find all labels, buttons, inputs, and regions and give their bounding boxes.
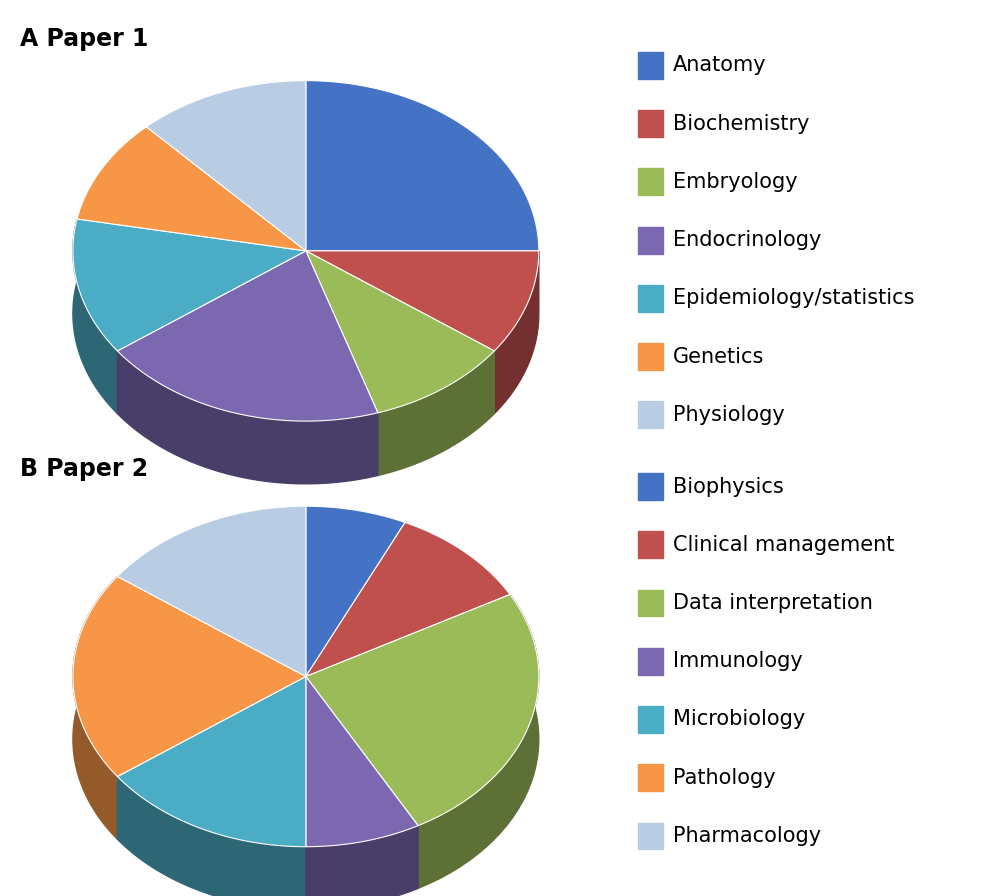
Text: Embryology: Embryology <box>673 172 798 192</box>
Text: Genetics: Genetics <box>673 347 765 366</box>
Text: B Paper 2: B Paper 2 <box>20 457 149 481</box>
Text: Data interpretation: Data interpretation <box>673 593 872 613</box>
Polygon shape <box>306 251 538 351</box>
Polygon shape <box>306 251 495 413</box>
Text: Microbiology: Microbiology <box>673 710 806 729</box>
Polygon shape <box>306 676 418 847</box>
Polygon shape <box>306 506 405 676</box>
Text: Clinical management: Clinical management <box>673 535 894 555</box>
Text: A Paper 1: A Paper 1 <box>20 27 149 51</box>
Polygon shape <box>306 825 418 896</box>
Polygon shape <box>118 676 306 847</box>
Polygon shape <box>147 81 306 251</box>
Text: Biophysics: Biophysics <box>673 477 784 496</box>
Polygon shape <box>73 576 306 777</box>
Polygon shape <box>73 576 118 840</box>
Polygon shape <box>306 594 538 825</box>
Polygon shape <box>306 522 510 676</box>
Polygon shape <box>118 251 378 421</box>
Polygon shape <box>77 126 306 251</box>
Text: Pathology: Pathology <box>673 768 776 788</box>
Text: Pharmacology: Pharmacology <box>673 826 822 846</box>
Text: Epidemiology/statistics: Epidemiology/statistics <box>673 289 914 308</box>
Polygon shape <box>118 777 306 896</box>
Text: Anatomy: Anatomy <box>673 56 767 75</box>
Polygon shape <box>118 351 378 484</box>
Polygon shape <box>73 219 306 351</box>
Text: Physiology: Physiology <box>673 405 785 425</box>
Polygon shape <box>118 506 306 676</box>
Text: Endocrinology: Endocrinology <box>673 230 822 250</box>
Polygon shape <box>378 351 495 476</box>
Polygon shape <box>418 594 538 888</box>
Text: Biochemistry: Biochemistry <box>673 114 810 134</box>
Polygon shape <box>73 219 118 414</box>
Text: Immunology: Immunology <box>673 651 803 671</box>
Polygon shape <box>306 81 538 251</box>
Polygon shape <box>495 251 538 414</box>
